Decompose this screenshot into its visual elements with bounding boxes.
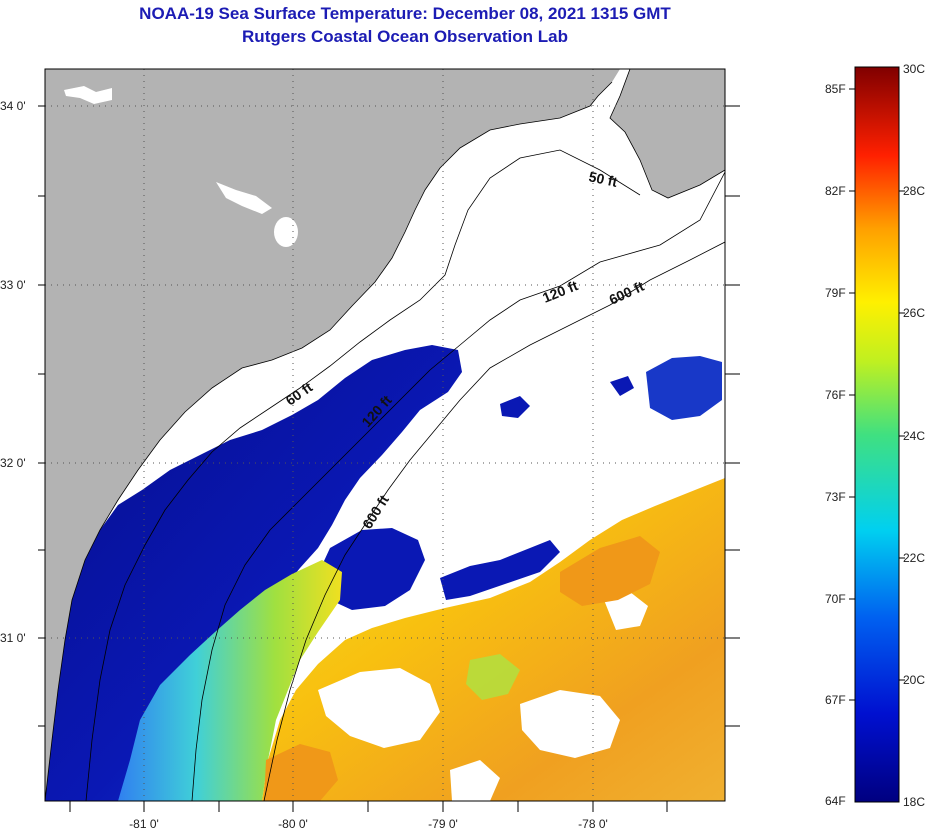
colorbar-f-label: 82F	[825, 184, 846, 198]
map-title: NOAA-19 Sea Surface Temperature: Decembe…	[139, 4, 671, 23]
colorbar-c-label: 24C	[903, 429, 925, 443]
coastline-northeast	[609, 69, 725, 199]
axis-ticks	[38, 105, 740, 812]
cold-patch	[440, 540, 560, 600]
colorbar-f-label: 76F	[825, 388, 846, 402]
land-northeast	[610, 69, 725, 198]
map-area	[45, 69, 725, 801]
lake	[274, 217, 298, 247]
land-mass	[45, 69, 620, 801]
cloud-patch	[604, 592, 648, 630]
cloud-patch	[520, 690, 620, 758]
cold-patch	[500, 396, 530, 418]
shelf-water	[118, 560, 342, 801]
colorbar-c-label: 18C	[903, 795, 925, 809]
lat-label: 32 0'	[0, 456, 26, 470]
colorbar-c-label: 22C	[903, 551, 925, 565]
lon-label: -81 0'	[129, 817, 159, 831]
cold-patch	[646, 356, 722, 420]
orange-core	[264, 744, 338, 801]
orange-core	[560, 536, 660, 606]
colorbar-f-label: 85F	[825, 82, 846, 96]
cold-patch	[610, 376, 634, 396]
cloud-patch	[450, 760, 500, 801]
coastline	[45, 81, 613, 801]
colorbar-c-label: 26C	[903, 306, 925, 320]
contour-50ft	[85, 149, 641, 801]
color-bar-ticks	[849, 88, 905, 701]
graticule	[45, 69, 725, 801]
contour-label: 50 ft	[587, 168, 619, 190]
lat-label: 33 0'	[0, 278, 26, 292]
color-bar	[854, 66, 900, 803]
colorbar-c-label: 20C	[903, 673, 925, 687]
colorbar-c-label: 30C	[903, 62, 925, 76]
contour-120ft	[191, 171, 725, 801]
colorbar-f-label: 73F	[825, 490, 846, 504]
lake	[216, 182, 272, 214]
map-frame	[44, 68, 726, 802]
lon-label: -79 0'	[428, 817, 458, 831]
green-filament	[466, 654, 520, 700]
cloud-patch	[318, 668, 440, 748]
colorbar-c-label: 28C	[903, 184, 925, 198]
cold-patch	[318, 528, 425, 610]
contour-600ft	[263, 241, 725, 801]
lat-label: 34 0'	[0, 99, 26, 113]
colorbar-f-label: 70F	[825, 592, 846, 606]
lat-label: 31 0'	[0, 631, 26, 645]
lon-label: -78 0'	[578, 817, 608, 831]
lake	[64, 86, 112, 104]
cold-coastal-water	[45, 345, 462, 801]
colorbar-f-label: 67F	[825, 693, 846, 707]
colorbar-f-label: 64F	[825, 794, 846, 808]
map-subtitle: Rutgers Coastal Ocean Observation Lab	[242, 27, 568, 46]
colorbar-f-label: 79F	[825, 286, 846, 300]
lon-label: -80 0'	[278, 817, 308, 831]
